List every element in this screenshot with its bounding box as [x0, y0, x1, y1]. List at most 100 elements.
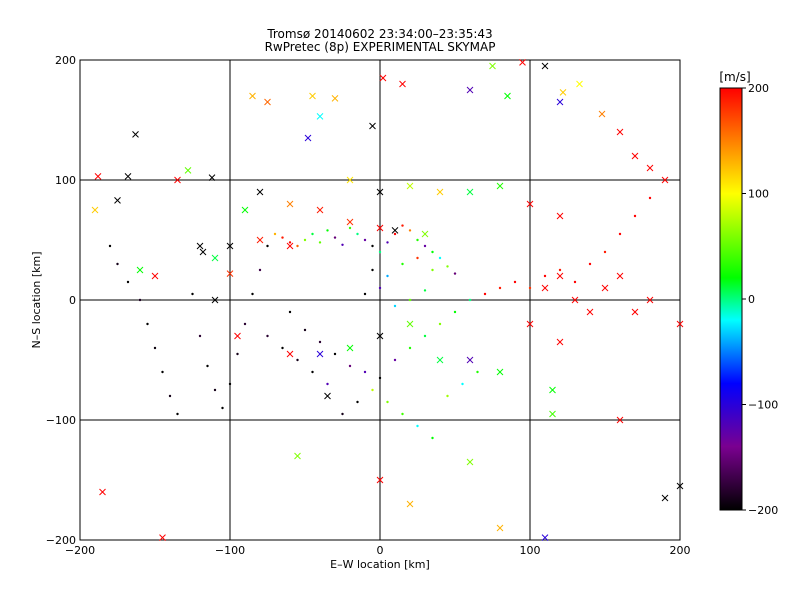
x-tick-label: −100 [215, 544, 245, 557]
scatter-cross-point [466, 458, 474, 466]
scatter-dot-point [108, 244, 112, 248]
scatter-cross-point [346, 218, 354, 226]
scatter-dot-point [476, 370, 479, 374]
scatter-cross-point [316, 206, 324, 214]
scatter-cross-point [489, 62, 496, 70]
scatter-cross-point [391, 227, 399, 234]
scatter-dot-point [251, 292, 254, 296]
scatter-dot-point [378, 250, 382, 254]
y-tick-label: 200 [55, 54, 76, 67]
scatter-cross-point [99, 488, 106, 496]
colorbar: [m/s] 200 100 0 −100 −200 [719, 70, 778, 517]
chart-title-line2: RwPretec (8p) EXPERIMENTAL SKYMAP [265, 40, 496, 54]
scatter-dot-point [468, 298, 472, 302]
scatter-dot-point [408, 346, 412, 350]
x-axis-ticks: −200 −100 0 100 200 [65, 544, 691, 557]
scatter-dot-point [356, 400, 359, 404]
scatter-cross-point [541, 284, 549, 292]
scatter-cross-point [376, 476, 384, 484]
scatter-dot-point [318, 340, 322, 344]
scatter-cross-point [541, 534, 549, 541]
scatter-dot-point [266, 334, 269, 338]
scatter-dot-point [116, 262, 119, 266]
scatter-dot-point [333, 236, 337, 239]
scatter-dot-point [228, 382, 232, 386]
scatter-dot-point [348, 226, 352, 230]
scatter-dot-point [408, 298, 412, 302]
scatter-dot-point [318, 241, 322, 244]
scatter-cross-point [91, 206, 99, 214]
scatter-cross-point [616, 416, 624, 424]
data-points [91, 59, 684, 541]
scatter-cross-point [556, 212, 564, 220]
scatter-dot-point [266, 244, 269, 248]
scatter-dot-point [333, 352, 337, 356]
scatter-dot-point [416, 424, 419, 428]
scatter-dot-point [191, 292, 194, 296]
scatter-dot-point [243, 322, 247, 326]
scatter-cross-point [309, 92, 316, 100]
x-tick-label: 0 [377, 544, 384, 557]
scatter-dot-point [431, 436, 434, 440]
plot-area [79, 59, 684, 541]
scatter-dot-point [206, 364, 209, 368]
scatter-cross-point [132, 131, 139, 138]
y-tick-label: −200 [46, 534, 76, 547]
scatter-dot-point [363, 370, 367, 374]
scatter-cross-point [264, 98, 271, 106]
scatter-dot-point [371, 268, 374, 272]
scatter-cross-point [421, 230, 429, 238]
scatter-dot-point [603, 250, 607, 254]
scatter-dot-point [543, 274, 547, 278]
y-tick-label: 100 [55, 174, 76, 187]
scatter-cross-point [616, 128, 624, 136]
scatter-dot-point [348, 364, 352, 368]
scatter-dot-point [588, 262, 592, 266]
scatter-cross-point [598, 110, 606, 118]
scatter-cross-point [136, 266, 144, 274]
grid-lines [80, 60, 680, 540]
colorbar-tick-label: 200 [748, 82, 769, 95]
scatter-dot-point [453, 310, 457, 314]
x-tick-label: 200 [670, 544, 691, 557]
scatter-dot-point [513, 280, 517, 284]
scatter-cross-point [556, 98, 564, 106]
scatter-cross-point [466, 188, 474, 196]
scatter-cross-point [376, 224, 384, 232]
scatter-cross-point [466, 86, 474, 94]
scatter-cross-point [346, 176, 354, 184]
x-tick-label: −200 [65, 544, 95, 557]
scatter-dot-point [633, 214, 637, 218]
scatter-dot-point [461, 382, 464, 386]
scatter-cross-point [676, 320, 684, 328]
scatter-cross-point [519, 59, 526, 66]
scatter-cross-point [526, 320, 534, 328]
scatter-dot-point [648, 196, 652, 200]
scatter-cross-point [646, 296, 654, 304]
scatter-dot-point [453, 272, 457, 275]
scatter-dot-point [558, 268, 562, 272]
scatter-cross-point [436, 356, 444, 364]
colorbar-label: [m/s] [719, 70, 750, 84]
scatter-cross-point [174, 176, 181, 184]
scatter-cross-point [294, 452, 301, 460]
scatter-cross-point [94, 173, 102, 180]
scatter-dot-point [258, 268, 262, 272]
scatter-dot-point [281, 346, 284, 350]
scatter-cross-point [496, 368, 504, 376]
scatter-cross-point [399, 80, 406, 88]
scatter-dot-point [221, 406, 224, 410]
scatter-cross-point [211, 254, 219, 262]
scatter-cross-point [571, 296, 579, 304]
scatter-dot-point [176, 412, 179, 416]
scatter-cross-point [369, 122, 376, 130]
scatter-dot-point [311, 232, 314, 236]
scatter-cross-point [504, 92, 511, 100]
scatter-dot-point [618, 232, 622, 236]
scatter-dot-point [273, 232, 277, 236]
y-tick-label: 0 [69, 294, 76, 307]
scatter-cross-point [436, 188, 444, 196]
scatter-dot-point [161, 370, 164, 374]
colorbar-tick-label: 0 [748, 293, 755, 306]
scatter-dot-point [416, 238, 419, 242]
